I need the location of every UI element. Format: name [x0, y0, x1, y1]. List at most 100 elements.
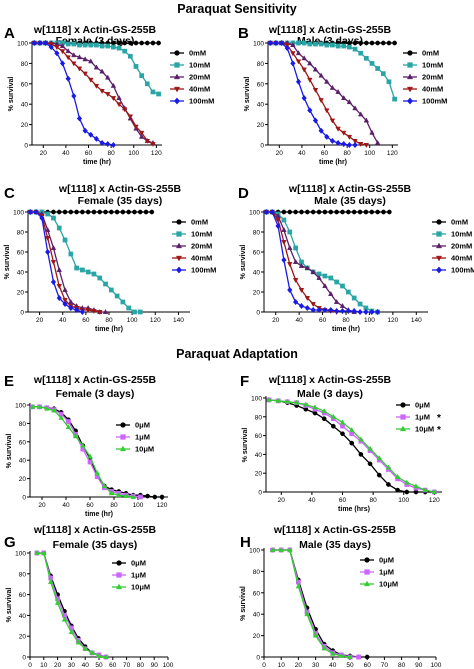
legend-label: 0μM	[135, 421, 150, 430]
y-tick-label: 40	[21, 102, 29, 109]
legend-label: 1μM	[135, 433, 150, 442]
series-line	[270, 42, 367, 146]
data-point	[298, 302, 305, 310]
x-tick-label: 40	[59, 317, 67, 324]
y-tick-label: 0	[256, 310, 260, 317]
data-point	[73, 306, 80, 314]
data-point	[301, 67, 307, 73]
data-point	[76, 66, 83, 72]
x-tick-label: 120	[429, 497, 440, 504]
data-point	[310, 306, 316, 314]
data-point	[71, 52, 77, 58]
data-point	[329, 137, 336, 145]
data-point	[127, 114, 134, 120]
data-point	[278, 546, 284, 552]
data-point	[348, 426, 355, 432]
data-point	[329, 84, 336, 90]
data-point	[363, 308, 369, 316]
x-tick-label: 40	[62, 150, 70, 157]
panel-subtitle-f: Male (3 days)	[297, 388, 363, 400]
x-tick-label: 20	[54, 662, 62, 669]
x-tick-label: 80	[370, 497, 378, 504]
data-point	[340, 431, 345, 437]
data-point	[351, 307, 357, 315]
y-tick-label: 20	[19, 476, 27, 483]
data-point	[367, 445, 373, 451]
data-point	[395, 487, 400, 493]
data-point	[59, 43, 66, 48]
series-line	[272, 549, 351, 658]
y-tick-label: 40	[257, 102, 265, 109]
y-tick-label: 100	[15, 551, 26, 558]
panel-letter-a: A	[4, 25, 15, 42]
data-point	[56, 284, 62, 290]
legend: 0mM 10mM 20mM 40mM 100mM	[403, 49, 447, 106]
data-point	[324, 108, 330, 114]
panel-letter-e: E	[4, 373, 14, 390]
panel-subtitle-c: Female (35 days)	[78, 195, 163, 207]
data-point	[74, 265, 79, 271]
y-tick-label: 60	[17, 250, 25, 257]
data-point	[369, 61, 375, 66]
legend-marker	[399, 425, 407, 432]
x-tick-label: 140	[173, 317, 184, 324]
data-point	[364, 654, 370, 660]
legend-marker	[400, 402, 406, 408]
data-point	[346, 99, 353, 105]
data-point	[138, 133, 145, 139]
data-point	[324, 78, 330, 84]
x-tick-label: 40	[298, 150, 306, 157]
data-point	[295, 50, 302, 56]
data-point	[340, 423, 345, 429]
data-point	[363, 55, 369, 61]
data-point	[269, 208, 275, 216]
data-point	[130, 493, 136, 499]
series-line	[269, 399, 435, 493]
data-point	[66, 419, 71, 424]
data-point	[44, 405, 50, 411]
data-point	[116, 40, 122, 46]
y-tick-label: 60	[19, 592, 27, 599]
data-point	[116, 492, 122, 498]
data-point	[301, 40, 307, 46]
legend-marker	[406, 73, 414, 80]
data-point	[85, 269, 91, 275]
data-point	[99, 139, 105, 147]
data-point	[381, 209, 386, 215]
data-point	[345, 289, 351, 295]
data-point	[293, 399, 300, 405]
data-point	[65, 48, 71, 54]
data-point	[127, 40, 133, 46]
data-point	[321, 408, 327, 414]
y-tick-label: 100	[253, 41, 264, 48]
data-point	[328, 275, 334, 281]
legend-label: 10μM	[415, 425, 434, 434]
legend-marker	[119, 445, 127, 452]
data-point	[110, 96, 117, 102]
data-point	[335, 88, 341, 94]
data-point	[339, 307, 346, 315]
data-point	[62, 300, 68, 308]
legend-label: 1μM	[415, 413, 430, 422]
legend-marker	[407, 97, 413, 105]
panel-subtitle-d: Male (35 days)	[314, 195, 386, 207]
data-point	[330, 42, 335, 48]
data-point	[82, 127, 88, 134]
data-point	[349, 440, 355, 446]
data-point	[88, 42, 94, 48]
y-tick-label: 20	[253, 290, 261, 297]
section-title-adaptation: Paraquat Adaptation	[176, 347, 298, 361]
y-tick-label: 20	[21, 122, 29, 129]
data-point	[123, 493, 129, 499]
data-point	[105, 74, 111, 80]
data-point	[322, 209, 328, 215]
data-point	[143, 209, 149, 215]
legend-label: 0μM	[379, 556, 394, 565]
data-point	[138, 130, 145, 136]
data-point	[404, 479, 410, 485]
data-point	[105, 92, 111, 98]
x-tick-label: 20	[36, 317, 44, 324]
data-point	[392, 96, 397, 102]
data-point	[328, 209, 334, 215]
data-point	[278, 39, 285, 47]
